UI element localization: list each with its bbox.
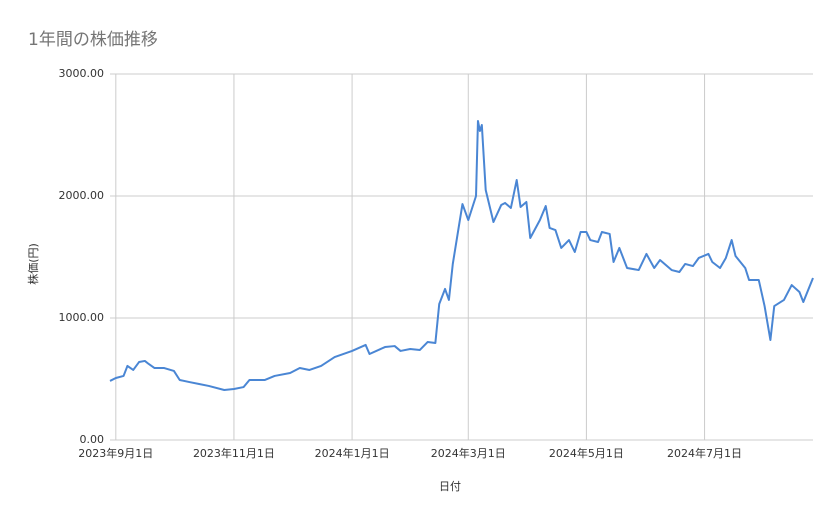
x-tick-label: 2023年9月1日	[78, 446, 153, 460]
y-tick-label: 1000.00	[59, 311, 105, 324]
x-tick-label: 2024年5月1日	[549, 446, 624, 460]
y-tick-label: 2000.00	[59, 189, 105, 202]
x-axis-label: 日付	[439, 480, 461, 493]
y-tick-label: 0.00	[80, 433, 105, 446]
x-tick-label: 2024年3月1日	[431, 446, 506, 460]
x-tick-label: 2024年7月1日	[667, 446, 742, 460]
x-tick-label: 2023年11月1日	[193, 446, 275, 460]
y-tick-label: 3000.00	[59, 67, 105, 80]
price-line	[109, 119, 814, 391]
x-tick-label: 2024年1月1日	[315, 446, 390, 460]
y-axis-label: 株価(円)	[26, 243, 40, 285]
chart-title: 1年間の株価推移	[28, 30, 158, 50]
